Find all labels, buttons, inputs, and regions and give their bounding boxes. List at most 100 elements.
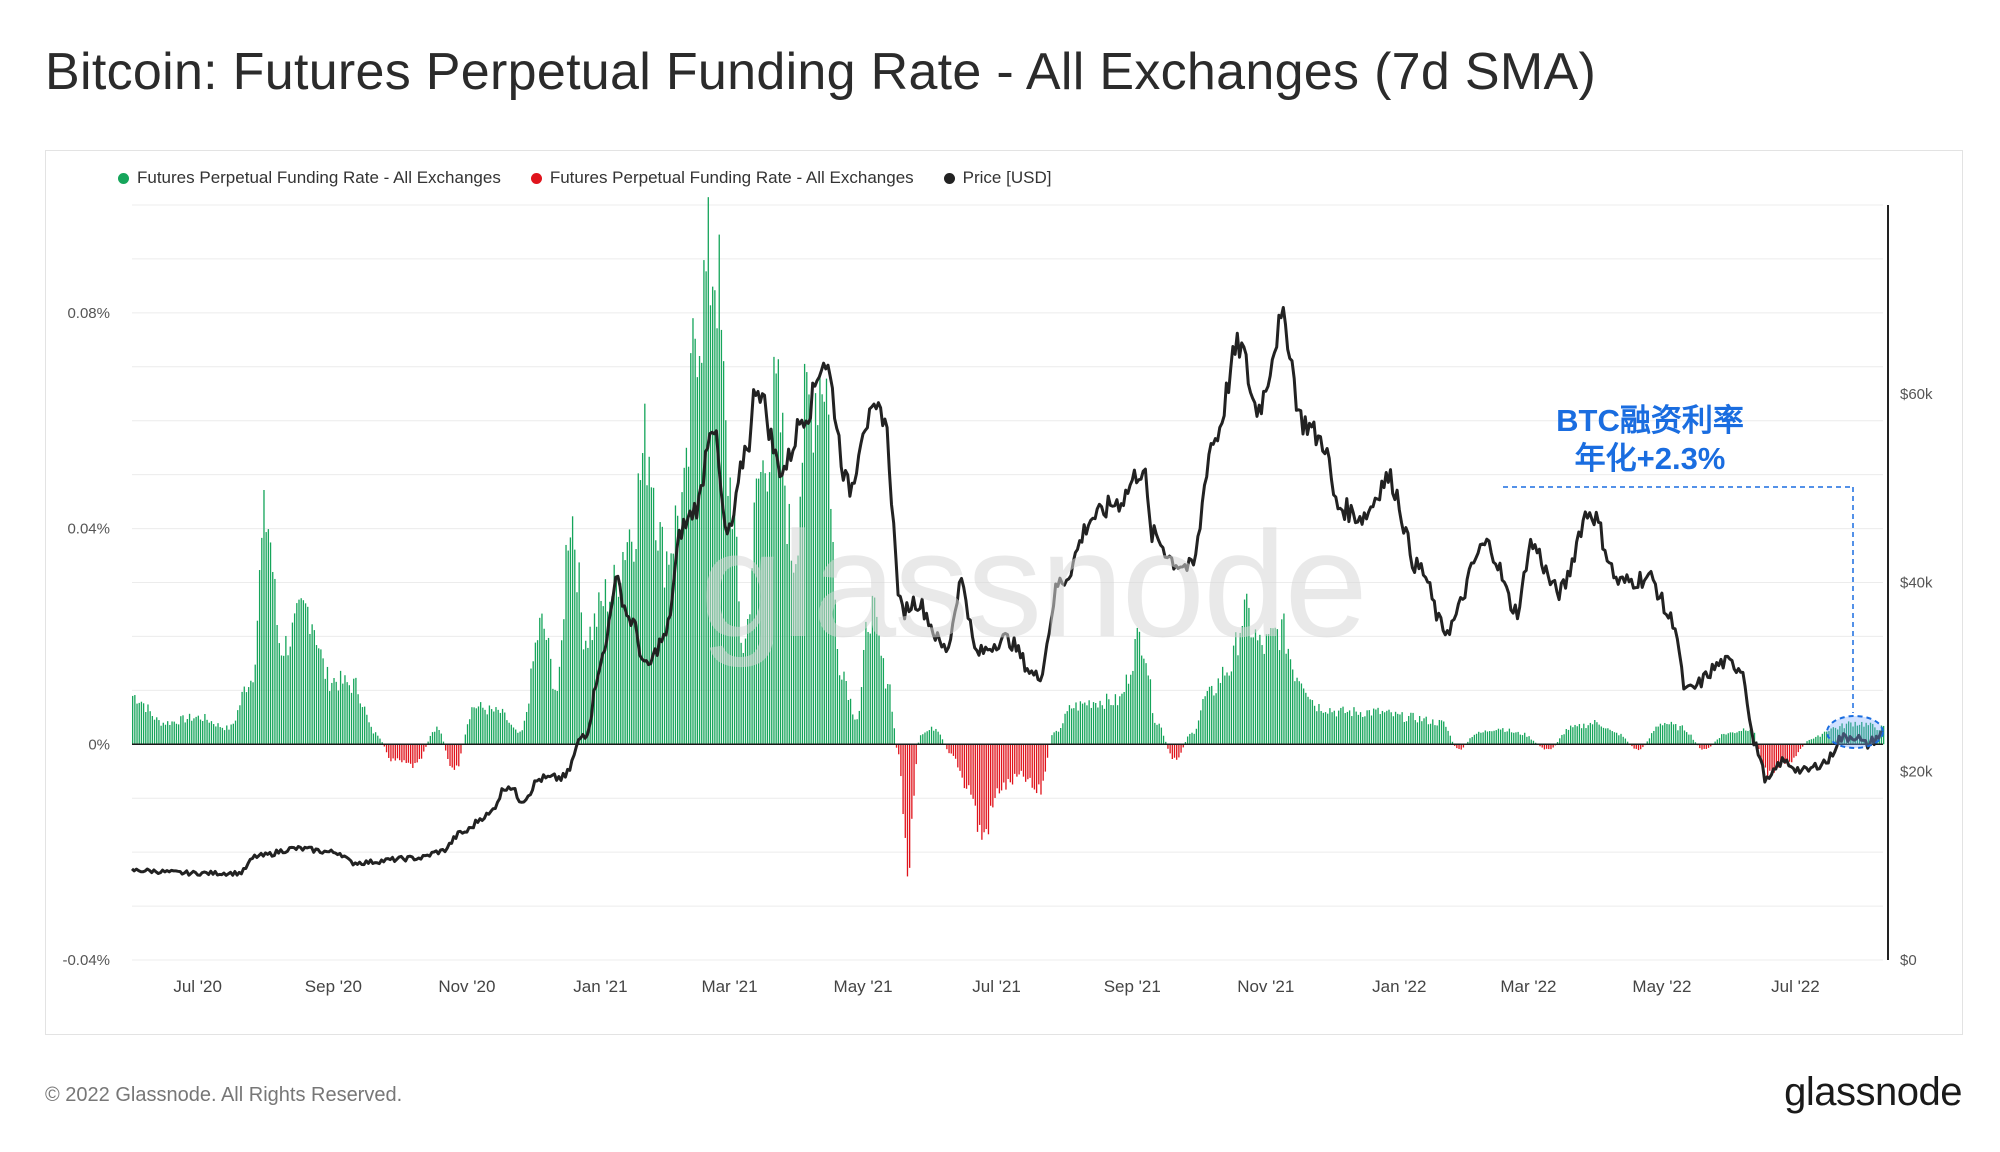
funding-bar-positive	[276, 625, 278, 745]
funding-bar-negative	[968, 744, 970, 786]
funding-bar-positive	[924, 732, 926, 745]
funding-bar-positive	[764, 473, 766, 745]
funding-bar-positive	[1653, 730, 1655, 745]
funding-bar-positive	[863, 649, 865, 745]
funding-bar-positive	[1677, 730, 1679, 745]
funding-bar-positive	[1320, 711, 1322, 745]
x-tick-label: May '22	[1632, 977, 1691, 996]
funding-bar-negative	[1458, 744, 1460, 749]
funding-bar-positive	[683, 467, 685, 745]
funding-bar-positive	[234, 720, 237, 745]
funding-bar-positive	[1302, 688, 1305, 745]
funding-bar-positive	[217, 723, 219, 745]
legend-item[interactable]: Price [USD]	[943, 168, 1051, 188]
funding-bar-positive	[558, 666, 561, 745]
funding-bar-positive	[296, 603, 298, 745]
x-tick-label: Jan '22	[1372, 977, 1426, 996]
legend-item[interactable]: Futures Perpetual Funding Rate - All Exc…	[530, 168, 914, 188]
funding-bar-positive	[287, 655, 289, 745]
funding-bar-positive	[1524, 732, 1526, 745]
funding-bar-positive	[1850, 722, 1852, 745]
funding-bar-positive	[757, 478, 760, 745]
funding-bar-positive	[475, 708, 477, 745]
funding-bar-positive	[714, 290, 716, 745]
funding-bar-positive	[1530, 739, 1532, 745]
annotation-line-1: BTC融资利率	[1556, 403, 1744, 438]
funding-bar-positive	[202, 720, 204, 745]
funding-bar-negative	[989, 744, 992, 806]
y-right-tick-label: $60k	[1900, 386, 1933, 403]
funding-bar-positive	[1215, 693, 1217, 745]
brand-logo[interactable]: glassnode	[1784, 1070, 1962, 1114]
funding-bar-positive	[762, 460, 764, 745]
funding-bar-positive	[208, 722, 210, 745]
funding-bar-negative	[1762, 744, 1764, 767]
x-tick-label: May '21	[834, 977, 893, 996]
funding-bar-positive	[1679, 725, 1681, 745]
funding-bar-negative	[407, 744, 410, 763]
funding-bar-positive	[1620, 733, 1622, 745]
funding-bar-positive	[806, 372, 808, 745]
funding-bar-positive	[1073, 708, 1075, 745]
funding-bar-positive	[473, 707, 475, 745]
funding-bar-positive	[1307, 696, 1309, 745]
funding-bar-negative	[1786, 744, 1789, 762]
y-left-tick-label: 0%	[88, 736, 110, 753]
funding-bar-positive	[793, 572, 795, 745]
funding-bar-positive	[333, 678, 335, 745]
funding-bar-positive	[1572, 727, 1574, 745]
funding-bar-negative	[1701, 744, 1703, 750]
funding-bar-positive	[541, 613, 543, 745]
funding-bar-positive	[1517, 731, 1519, 745]
funding-bar-negative	[961, 744, 963, 778]
funding-bar-positive	[1445, 726, 1447, 745]
funding-bar-positive	[1353, 707, 1355, 745]
funding-bar-positive	[1449, 735, 1451, 745]
funding-bar-positive	[821, 394, 823, 745]
funding-bar-positive	[311, 624, 313, 745]
funding-bar-negative	[396, 744, 399, 759]
funding-bar-negative	[1635, 744, 1637, 749]
funding-bar-positive	[865, 621, 867, 745]
funding-bar-positive	[1160, 727, 1163, 745]
funding-bar-positive	[1070, 708, 1073, 745]
funding-bar-positive	[681, 492, 683, 745]
funding-bar-negative	[1545, 744, 1548, 749]
funding-bar-positive	[1865, 722, 1867, 745]
funding-bar-positive	[626, 542, 628, 745]
funding-bar-negative	[1003, 744, 1005, 783]
funding-bar-positive	[167, 721, 169, 745]
funding-bar-negative	[915, 744, 917, 765]
funding-bar-positive	[740, 642, 742, 745]
annotation-highlight-ellipse	[1826, 715, 1884, 749]
funding-bar-positive	[641, 453, 644, 745]
funding-bar-positive	[1062, 723, 1064, 745]
funding-bar-positive	[1688, 734, 1690, 745]
funding-bar-positive	[880, 655, 882, 745]
funding-bar-positive	[587, 647, 589, 745]
funding-bar-negative	[1784, 744, 1786, 764]
funding-bar-positive	[534, 642, 537, 745]
funding-bar-positive	[1362, 716, 1364, 745]
funding-bar-positive	[648, 456, 650, 745]
legend-item[interactable]: Futures Perpetual Funding Rate - All Exc…	[118, 168, 501, 188]
funding-bar-positive	[1097, 707, 1099, 745]
funding-bar-positive	[1834, 727, 1837, 745]
funding-bar-positive	[663, 587, 666, 745]
funding-bar-positive	[744, 638, 747, 745]
funding-bar-positive	[1432, 719, 1434, 745]
funding-bar-positive	[477, 706, 480, 745]
funding-bar-positive	[1211, 685, 1213, 745]
funding-bar-positive	[1423, 718, 1425, 745]
funding-bar-positive	[480, 702, 482, 745]
funding-bar-positive	[1475, 733, 1478, 745]
funding-bar-positive	[370, 726, 372, 745]
funding-bar-positive	[532, 661, 534, 745]
funding-bar-positive	[919, 735, 922, 745]
funding-bar-positive	[1613, 732, 1616, 745]
funding-bar-positive	[223, 730, 226, 745]
funding-bar-negative	[1020, 744, 1022, 771]
funding-bar-positive	[539, 617, 541, 745]
funding-bar-negative	[420, 744, 423, 759]
funding-bar-positive	[1664, 722, 1666, 745]
